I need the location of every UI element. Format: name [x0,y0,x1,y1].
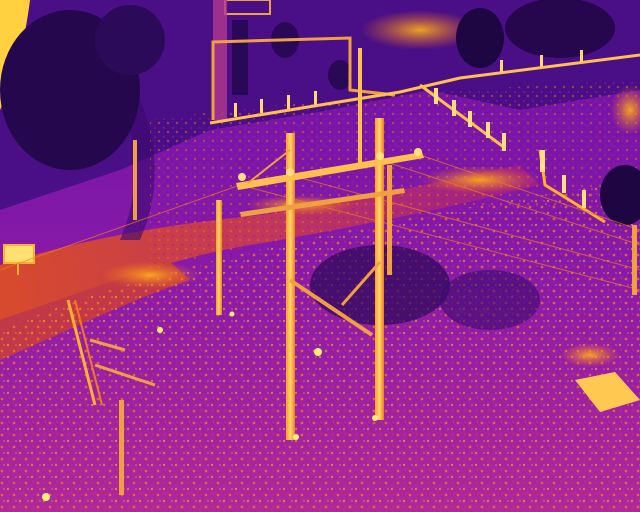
path-left [100,60,155,240]
transmission-pole [286,133,295,440]
fence [66,299,97,406]
utility-pole [119,400,124,495]
hot-patch [360,10,480,50]
insulator [376,152,384,160]
insulator [286,168,294,176]
grass-field [0,180,640,512]
building [213,0,227,120]
transmission-pole [358,48,362,163]
utility-pole [133,140,137,220]
hot-patch [560,343,620,367]
crossarm-brace [288,278,374,337]
fence [211,36,396,120]
tree [600,165,640,225]
concrete-pad [575,372,640,412]
building [232,20,248,95]
hot-patch [100,261,200,289]
guy-wire [94,363,156,387]
crossarm-brace [340,261,382,306]
fence-posts [434,88,586,208]
ground-markers [42,311,378,501]
crossarm [236,152,424,190]
crossarm-brace [247,149,291,184]
fence [209,53,640,125]
insulator [414,148,422,156]
tree [505,0,615,58]
utility-pole [632,225,637,295]
tree [456,8,504,68]
grass-field-upper [150,80,640,270]
crossarm [240,188,405,217]
guy-wire [89,338,126,352]
fence [74,299,103,406]
hot-patch [610,85,640,135]
tree [328,60,352,90]
hot-patch [420,166,540,194]
shrub-shadow [440,270,540,330]
utility-pole [387,165,392,275]
sign [3,244,35,264]
utility-pole [216,200,222,315]
fence-posts [234,50,583,117]
tree [95,5,165,75]
insulator [238,173,246,181]
transmission-pole [375,118,384,420]
